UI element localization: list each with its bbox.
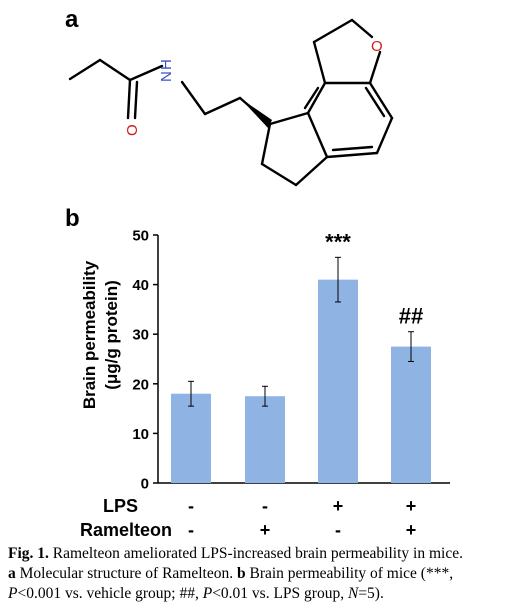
treatment-sign: -	[262, 496, 268, 516]
caption-n-text: =5).	[358, 585, 384, 602]
y-tick-label: 0	[141, 476, 149, 493]
bar	[391, 346, 431, 483]
bond	[375, 116, 394, 155]
treatment-sign: -	[335, 520, 341, 540]
ramelteon-structure: N H O O	[68, 18, 394, 187]
bond	[306, 81, 327, 115]
bond	[180, 80, 207, 116]
treatment-sign: -	[188, 520, 194, 540]
bond	[98, 58, 132, 82]
treatment-sign: +	[406, 496, 417, 516]
treatment-sign: +	[406, 520, 417, 540]
panel-b-label: b	[65, 205, 80, 232]
bond	[368, 50, 382, 85]
y-tick-label: 40	[132, 277, 149, 294]
bond	[306, 111, 329, 159]
y-tick-label: 50	[132, 228, 149, 245]
bond	[350, 18, 374, 39]
panel-a-label: a	[65, 6, 79, 33]
nitrogen-label: N	[158, 71, 175, 82]
caption-title: Ramelteon ameliorated LPS-increased brai…	[52, 545, 463, 562]
bond	[312, 18, 354, 44]
wedge-bond	[240, 98, 272, 128]
significance-label: ***	[325, 229, 351, 254]
caption-n: N	[347, 585, 359, 602]
bond	[68, 58, 102, 81]
caption-a-text: Molecular structure of Ramelteon.	[19, 565, 234, 582]
bar	[245, 396, 285, 483]
bond	[294, 155, 329, 187]
significance-label: ##	[399, 304, 423, 329]
y-tick-label: 10	[132, 426, 149, 443]
bond	[312, 40, 327, 85]
hydrogen-label: H	[158, 59, 175, 70]
bond	[126, 78, 132, 120]
bond	[268, 111, 310, 126]
bond	[260, 122, 272, 166]
caption-p2-text: <0.01 vs. LPS group,	[212, 585, 345, 602]
y-tick-label: 30	[132, 327, 149, 344]
bond	[128, 64, 164, 82]
bar	[171, 393, 211, 483]
treatment-sign: -	[188, 496, 194, 516]
caption-p2: P	[202, 585, 213, 602]
bond	[368, 81, 394, 120]
y-axis-label-line1: Brain permeability	[80, 260, 99, 409]
bond	[331, 145, 374, 152]
ring-oxygen-label: O	[371, 38, 383, 55]
caption-p1: P	[8, 585, 18, 602]
treatment-sign: +	[260, 520, 271, 540]
bond	[364, 86, 386, 118]
bond	[203, 96, 242, 116]
figure-caption: Fig. 1. Ramelteon ameliorated LPS-increa…	[8, 544, 513, 604]
bond	[325, 151, 379, 159]
y-tick-label: 20	[132, 376, 149, 393]
caption-fig-label: Fig. 1.	[8, 545, 49, 562]
treatment-sign: +	[333, 496, 344, 516]
bar	[318, 279, 358, 483]
treatment-row-label: LPS	[103, 496, 138, 516]
bond	[260, 162, 298, 187]
caption-a-label: a	[8, 565, 16, 582]
bond	[303, 86, 320, 110]
bond	[133, 80, 139, 120]
carbonyl-oxygen-label: O	[124, 124, 141, 136]
treatment-row-label: Ramelteon	[80, 520, 172, 540]
caption-b-text: Brain permeability of mice (***,	[249, 565, 454, 582]
caption-p1-text: <0.001 vs. vehicle group; ##,	[17, 585, 199, 602]
caption-b-label: b	[236, 565, 246, 582]
y-axis-label-line2: (μg/g protein)	[102, 280, 121, 390]
